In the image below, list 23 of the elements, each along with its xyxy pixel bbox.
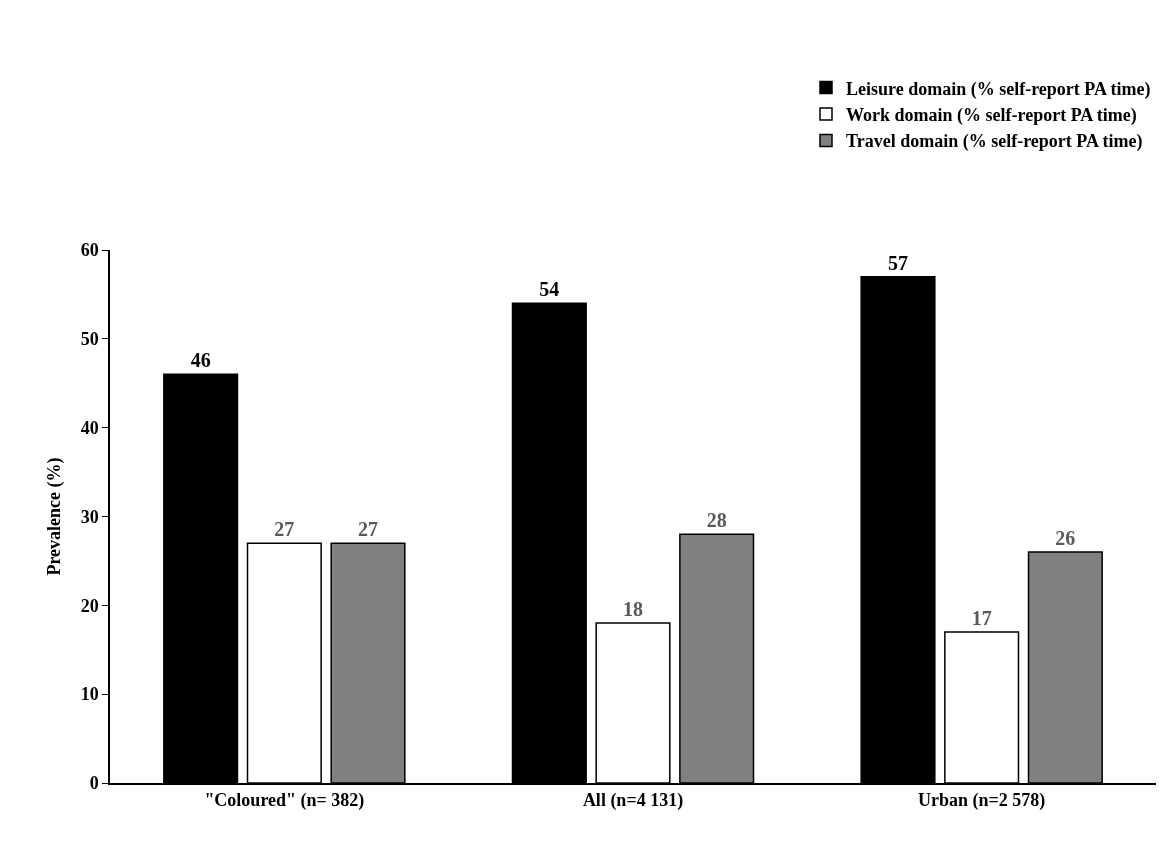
y-tick-label: 30 [80, 506, 99, 527]
data-label: 46 [190, 349, 211, 372]
data-label: 26 [1055, 527, 1076, 550]
data-label: 54 [539, 278, 560, 301]
legend-label: Travel domain (% self-report PA time) [846, 131, 1143, 153]
data-label: 27 [358, 518, 379, 541]
x-tick-label: All (n=4 131) [582, 790, 684, 812]
legend-label: Leisure domain (% self-report PA time) [846, 78, 1151, 100]
y-tick-label: 10 [80, 684, 99, 705]
data-label: 18 [623, 598, 643, 621]
y-tick-label: 20 [80, 595, 99, 616]
data-label: 28 [706, 509, 727, 532]
y-tick-label: 0 [89, 773, 99, 794]
data-label: 57 [887, 251, 908, 274]
y-tick-label: 50 [80, 329, 99, 350]
data-label: 27 [274, 518, 295, 541]
x-tick-label: "Coloured" (n= 382) [204, 790, 365, 812]
y-tick-label: 60 [80, 240, 99, 261]
y-axis-title: Prevalence (%) [44, 457, 66, 576]
y-tick-label: 40 [80, 417, 99, 438]
legend-label: Work domain (% self-report PA time) [846, 105, 1137, 127]
x-tick-label: Urban (n=2 578) [918, 790, 1046, 812]
data-label: 17 [971, 606, 992, 629]
